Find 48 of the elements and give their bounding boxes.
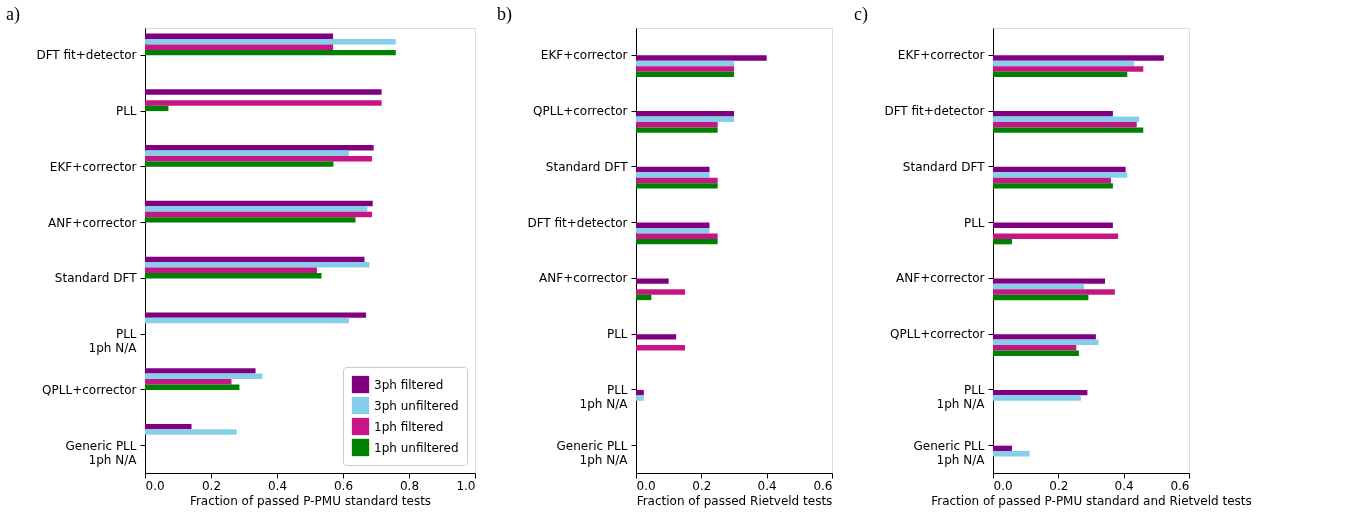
legend-label: 3ph unfiltered [374,398,459,413]
y-tick-label: Generic PLL 1ph N/A [913,438,986,467]
x-tick-label: 0.0 [145,478,165,493]
chart-title: b) [496,4,512,25]
x-tick-label: 0.2 [1049,478,1069,493]
y-tick-label: PLL [606,327,628,342]
legend-label: 1ph unfiltered [374,440,459,455]
x-tick-label: 0.4 [1114,478,1134,493]
y-tick-label: PLL 1ph N/A [579,382,629,411]
y-tick-label: QPLL+corrector [42,382,137,397]
y-tick-label: PLL [115,104,137,119]
legend-label: 3ph filtered [374,377,444,392]
y-tick-label: DFT fit+detector [36,48,137,63]
y-tick-label: Generic PLL 1ph N/A [556,438,629,467]
y-tick-label: DFT fit+detector [527,215,628,230]
y-tick-label: Standard DFT [902,159,986,174]
x-tick-label: 0.6 [333,478,354,493]
chart-title: c) [853,4,868,25]
x-tick-label: 0.6 [813,478,833,493]
y-tick-label: Generic PLL 1ph N/A [65,438,138,467]
chart-title: a) [5,4,20,25]
y-tick-label: DFT fit+detector [884,104,985,119]
x-tick-label: 0.0 [636,478,656,493]
y-tick-label: Standard DFT [54,271,138,286]
y-tick-label: ANF+corrector [896,271,985,286]
x-tick-label: 0.4 [757,478,777,493]
y-tick-label: QPLL+corrector [890,327,985,342]
x-axis-title: Fraction of passed P-PMU standard and Rietveld tests [931,493,1252,508]
x-axis-title: Fraction of passed P-PMU standard tests [189,493,432,508]
x-axis-title: Fraction of passed Rietveld tests [636,493,833,508]
x-tick-label: 0.2 [201,478,222,493]
y-tick-label: EKF+corrector [897,48,985,63]
y-tick-label: PLL 1ph N/A [936,382,986,411]
y-tick-label: PLL [963,215,985,230]
x-tick-label: 0.8 [399,478,420,493]
x-tick-label: 0.4 [267,478,288,493]
y-tick-label: QPLL+corrector [533,104,628,119]
y-tick-label: ANF+corrector [539,271,628,286]
y-tick-label: PLL 1ph N/A [88,327,138,356]
y-tick-label: EKF+corrector [540,48,628,63]
y-tick-label: Standard DFT [545,159,629,174]
legend-label: 1ph filtered [374,419,444,434]
x-tick-label: 1.0 [456,478,476,493]
x-tick-label: 0.2 [692,478,712,493]
y-tick-label: EKF+corrector [49,159,137,174]
y-tick-label: ANF+corrector [48,215,137,230]
x-tick-label: 0.0 [993,478,1013,493]
x-tick-label: 0.6 [1170,478,1190,493]
